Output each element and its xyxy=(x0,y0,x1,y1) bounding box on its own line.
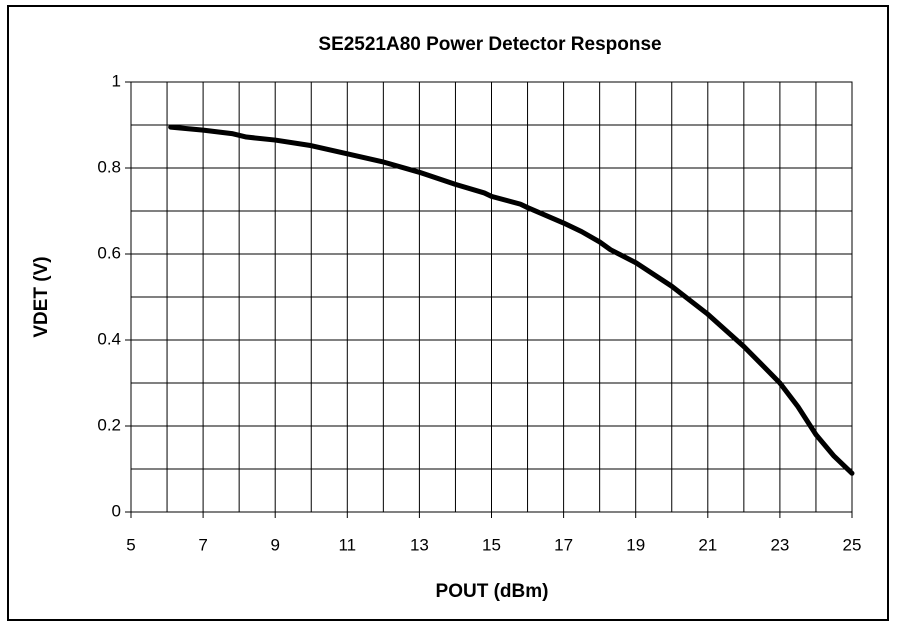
y-tick-label: 0.6 xyxy=(97,243,121,262)
x-tick-label: 19 xyxy=(626,535,645,554)
data-line xyxy=(168,124,855,476)
chart-border xyxy=(7,5,889,621)
x-axis-label: POUT (dBm) xyxy=(436,581,549,602)
chart-title: SE2521A80 Power Detector Response xyxy=(318,34,661,55)
x-tick-label: 13 xyxy=(410,535,429,554)
y-tick-label: 0 xyxy=(112,501,121,520)
y-tick-label: 0.8 xyxy=(97,157,121,176)
y-tick-label: 1 xyxy=(112,71,121,90)
x-tick-label: 17 xyxy=(554,535,573,554)
x-tick-label: 5 xyxy=(126,535,135,554)
y-axis-label: VDET (V) xyxy=(31,256,52,337)
x-tick-label: 7 xyxy=(198,535,207,554)
y-tick-label: 0.2 xyxy=(97,415,121,434)
y-tick-label: 0.4 xyxy=(97,329,121,348)
x-tick-label: 15 xyxy=(482,535,501,554)
x-tick-label: 9 xyxy=(270,535,279,554)
x-tick-label: 23 xyxy=(770,535,789,554)
x-tick-label: 21 xyxy=(698,535,717,554)
x-tick-label: 11 xyxy=(338,535,356,554)
x-tick-label: 25 xyxy=(843,535,862,554)
